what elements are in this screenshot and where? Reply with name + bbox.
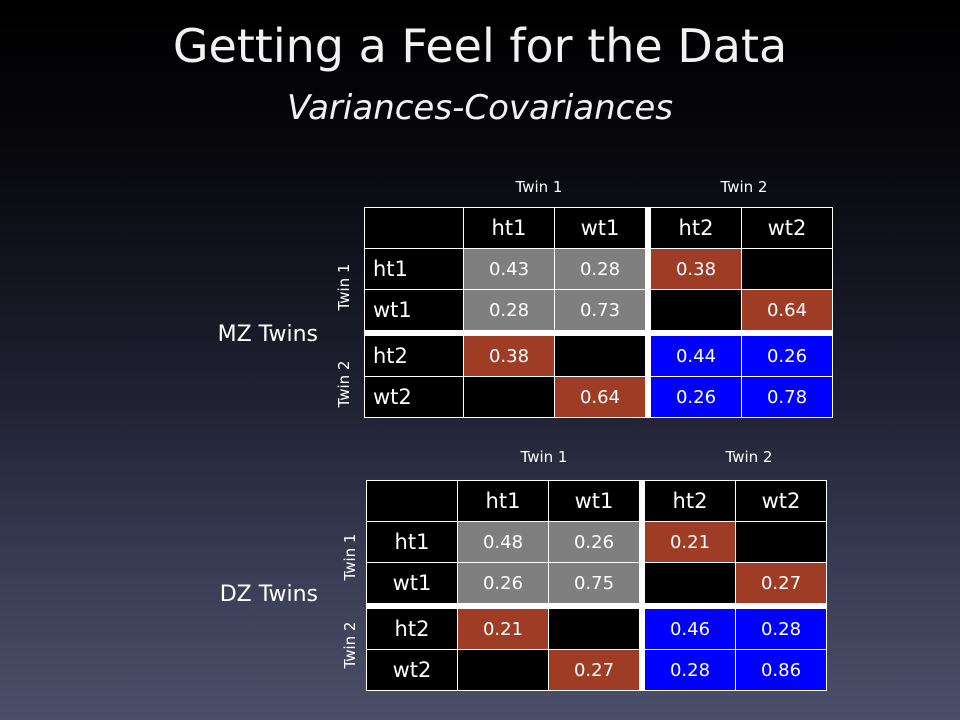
table-cell: 0.38 <box>463 330 555 377</box>
col-header: wt1 <box>548 480 643 522</box>
table-cell: 0.46 <box>639 603 736 650</box>
table-cell <box>741 248 833 290</box>
mz-col-twin2-label: Twin 2 <box>720 178 768 196</box>
row-header: wt1 <box>364 289 464 334</box>
table-cell: 0.75 <box>548 562 643 607</box>
col-header: wt2 <box>735 480 827 522</box>
table-cell <box>735 521 827 563</box>
table-cell: 0.27 <box>548 649 643 691</box>
table-corner <box>364 207 464 249</box>
col-header: ht2 <box>645 207 742 249</box>
table-cell: 0.28 <box>735 603 827 650</box>
table-cell: 0.26 <box>741 330 833 377</box>
row-header: wt2 <box>366 649 458 691</box>
table-cell <box>645 289 742 334</box>
table-cell: 0.21 <box>457 603 549 650</box>
col-header: ht1 <box>463 207 555 249</box>
table-cell: 0.64 <box>741 289 833 334</box>
table-cell: 0.21 <box>639 521 736 563</box>
row-header: ht1 <box>366 521 458 563</box>
dz-row-twin1-label: Twin 1 <box>341 533 359 581</box>
col-header: wt1 <box>554 207 649 249</box>
mz-row-twin2-label: Twin 2 <box>335 360 353 408</box>
table-corner <box>366 480 458 522</box>
dz-covariance-table: ht1 wt1 ht2 wt2 ht1 0.48 0.26 0.21 wt1 0… <box>366 480 827 691</box>
mz-covariance-table: ht1 wt1 ht2 wt2 ht1 0.43 0.28 0.38 wt1 0… <box>364 207 833 418</box>
col-header: wt2 <box>741 207 833 249</box>
table-cell: 0.28 <box>554 248 649 290</box>
row-header: wt2 <box>364 376 464 418</box>
dz-col-twin2-label: Twin 2 <box>725 448 773 466</box>
table-cell: 0.26 <box>645 376 742 418</box>
table-cell: 0.44 <box>645 330 742 377</box>
table-cell: 0.26 <box>548 521 643 563</box>
table-cell: 0.48 <box>457 521 549 563</box>
col-header: ht1 <box>457 480 549 522</box>
row-header: ht2 <box>366 603 458 650</box>
table-cell <box>554 330 649 377</box>
dz-col-twin1-label: Twin 1 <box>520 448 568 466</box>
row-header: wt1 <box>366 562 458 607</box>
table-cell: 0.28 <box>639 649 736 691</box>
table-cell: 0.27 <box>735 562 827 607</box>
table-cell: 0.73 <box>554 289 649 334</box>
table-cell: 0.38 <box>645 248 742 290</box>
table-cell <box>457 649 549 691</box>
table-cell: 0.86 <box>735 649 827 691</box>
table-cell: 0.64 <box>554 376 649 418</box>
slide-title: Getting a Feel for the Data <box>172 19 788 73</box>
mz-col-twin1-label: Twin 1 <box>515 178 563 196</box>
col-header: ht2 <box>639 480 736 522</box>
table-cell <box>463 376 555 418</box>
mz-row-twin1-label: Twin 1 <box>335 263 353 311</box>
table-cell: 0.43 <box>463 248 555 290</box>
dz-row-twin2-label: Twin 2 <box>341 621 359 669</box>
table-cell: 0.26 <box>457 562 549 607</box>
row-header: ht2 <box>364 330 464 377</box>
table-cell <box>548 603 643 650</box>
dz-group-label: DZ Twins <box>219 582 318 607</box>
table-cell <box>639 562 736 607</box>
row-header: ht1 <box>364 248 464 290</box>
slide-subtitle: Variances-Covariances <box>287 88 673 128</box>
table-cell: 0.78 <box>741 376 833 418</box>
mz-group-label: MZ Twins <box>217 322 318 347</box>
table-cell: 0.28 <box>463 289 555 334</box>
